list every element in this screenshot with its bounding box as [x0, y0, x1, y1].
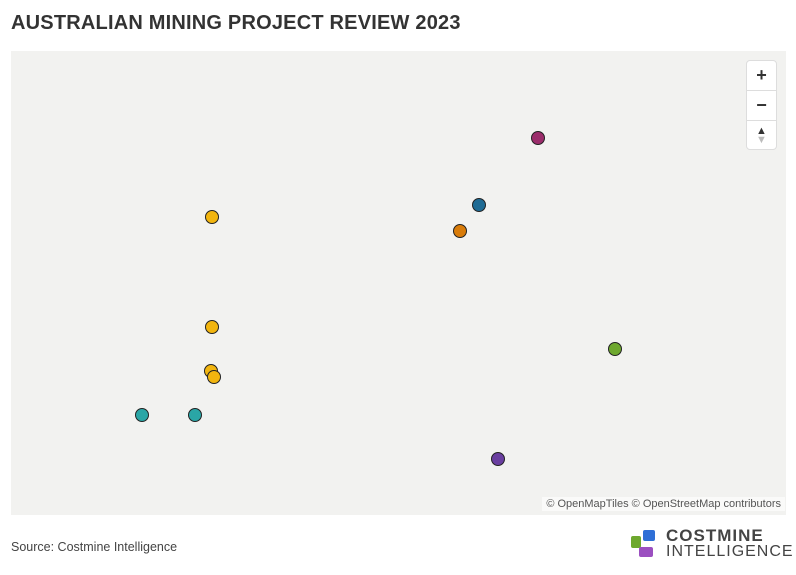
project-marker[interactable]	[205, 320, 219, 334]
zoom-out-button[interactable]: −	[747, 91, 776, 121]
project-marker[interactable]	[453, 224, 467, 238]
logo-line1: COSTMINE	[666, 526, 764, 545]
map-attribution[interactable]: © OpenMapTiles © OpenStreetMap contribut…	[542, 497, 785, 511]
project-marker[interactable]	[207, 370, 221, 384]
project-marker[interactable]	[188, 408, 202, 422]
compass-icon: ▲	[756, 124, 767, 137]
zoom-in-button[interactable]: +	[747, 61, 776, 91]
project-marker[interactable]	[491, 452, 505, 466]
project-marker[interactable]	[531, 131, 545, 145]
project-marker[interactable]	[472, 198, 486, 212]
project-marker[interactable]	[135, 408, 149, 422]
reset-north-button[interactable]: ▲ ▼	[756, 124, 767, 146]
source-note: Source: Costmine Intelligence	[11, 540, 178, 554]
page-title: AUSTRALIAN MINING PROJECT REVIEW 2023	[11, 12, 461, 34]
logo-line2: INTELLIGENCE	[666, 543, 794, 560]
project-marker[interactable]	[205, 210, 219, 224]
map[interactable]	[11, 51, 786, 515]
logo-icon	[631, 530, 655, 557]
project-marker[interactable]	[608, 342, 622, 356]
costmine-logo: COSTMINE INTELLIGENCE	[630, 526, 794, 560]
map-controls: + − ▲ ▼	[746, 60, 777, 150]
